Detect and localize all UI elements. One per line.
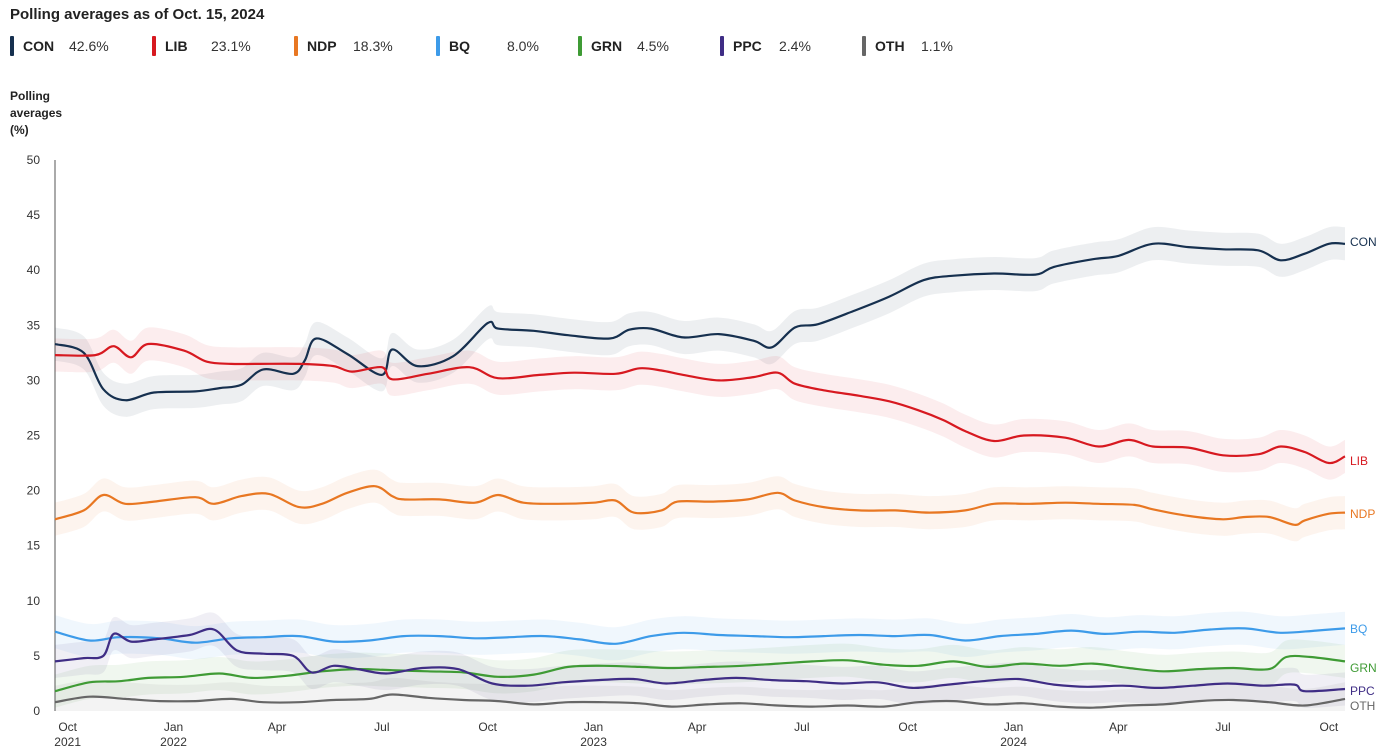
x-tick-label: Apr (268, 720, 287, 734)
legend-party: CON (23, 38, 55, 54)
legend-item-grn: GRN 4.5% (578, 36, 720, 56)
legend-value: 18.3% (353, 38, 393, 54)
legend-party: BQ (449, 38, 470, 54)
y-axis-label-word: Polling (10, 89, 50, 103)
y-tick-label: 10 (27, 594, 41, 608)
series-line-ppc (54, 627, 1346, 693)
y-tick-label: 50 (27, 153, 41, 167)
legend-value: 8.0% (507, 38, 539, 54)
legend-party: NDP (307, 38, 337, 54)
legend-party: LIB (165, 38, 188, 54)
legend-swatch (862, 36, 866, 56)
confidence-band-ppc (55, 612, 1345, 708)
x-tick-year-label: 2021 (54, 735, 81, 749)
legend-value: 23.1% (211, 38, 251, 54)
legend-item-con: CON 42.6% (10, 36, 152, 56)
legend-party: PPC (733, 38, 762, 54)
legend-swatch (578, 36, 582, 56)
series-end-label-oth: OTH (1350, 699, 1375, 713)
y-axis-label-word: (%) (10, 123, 29, 137)
series-end-label-ppc: PPC (1350, 684, 1375, 698)
legend: CON 42.6% LIB 23.1% NDP 18.3% BQ 8.0% GRN 4.5% PPC… (10, 36, 1004, 56)
legend-item-oth: OTH 1.1% (862, 36, 1004, 56)
legend-item-ndp: NDP 18.3% (294, 36, 436, 56)
x-tick-year-label: 2022 (160, 735, 187, 749)
legend-party: OTH (875, 38, 905, 54)
series-line-grn (54, 654, 1346, 693)
y-tick-label: 25 (27, 429, 41, 443)
confidence-band-lib (55, 327, 1345, 480)
series-end-label-ndp: NDP (1350, 507, 1375, 521)
x-tick-label: Jan (164, 720, 183, 734)
legend-item-ppc: PPC 2.4% (720, 36, 862, 56)
y-tick-label: 20 (27, 484, 41, 498)
y-tick-label: 0 (33, 704, 40, 718)
x-tick-label: Jan (1004, 720, 1023, 734)
series-end-label-grn: GRN (1350, 661, 1377, 675)
legend-item-bq: BQ 8.0% (436, 36, 578, 56)
confidence-band-ndp (55, 469, 1345, 542)
x-tick-label: Oct (478, 720, 497, 734)
legend-party: GRN (591, 38, 623, 54)
y-axis-label-text: Polling averages (%) (10, 88, 80, 139)
legend-value: 4.5% (637, 38, 669, 54)
x-tick-label: Oct (1320, 720, 1339, 734)
series-end-label-lib: LIB (1350, 454, 1368, 468)
y-tick-label: 15 (27, 539, 41, 553)
legend-item-lib: LIB 23.1% (152, 36, 294, 56)
series-end-label-con: CON (1350, 235, 1377, 249)
y-tick-label: 45 (27, 208, 41, 222)
y-tick-label: 35 (27, 318, 41, 332)
legend-swatch (720, 36, 724, 56)
series-line-bq (54, 627, 1346, 645)
legend-value: 2.4% (779, 38, 811, 54)
legend-swatch (436, 36, 440, 56)
series-line-oth (54, 693, 1346, 709)
series-line-ndp (54, 485, 1346, 526)
x-tick-year-label: 2023 (580, 735, 607, 749)
chart-title: Polling averages as of Oct. 15, 2024 (10, 6, 265, 23)
confidence-band-bq (55, 611, 1345, 661)
x-tick-label: Jul (374, 720, 389, 734)
legend-swatch (294, 36, 298, 56)
x-tick-label: Jul (1215, 720, 1230, 734)
legend-swatch (10, 36, 14, 56)
series-line-lib (54, 342, 1346, 465)
legend-value: 42.6% (69, 38, 109, 54)
y-tick-label: 30 (27, 373, 41, 387)
legend-swatch (152, 36, 156, 56)
x-tick-year-label: 2024 (1000, 735, 1027, 749)
x-tick-label: Apr (688, 720, 707, 734)
x-tick-label: Jul (794, 720, 809, 734)
series-end-label-bq: BQ (1350, 622, 1367, 636)
y-axis-label-word: averages (10, 106, 63, 120)
y-axis-label: Polling averages (%) (10, 88, 80, 139)
x-tick-label: Oct (58, 720, 77, 734)
y-tick-label: 40 (27, 263, 41, 277)
y-tick-label: 5 (33, 649, 40, 663)
x-tick-label: Oct (898, 720, 917, 734)
series-line-con (54, 241, 1346, 402)
x-tick-label: Apr (1109, 720, 1128, 734)
confidence-band-grn (55, 639, 1345, 708)
legend-value: 1.1% (921, 38, 953, 54)
x-tick-label: Jan (584, 720, 603, 734)
